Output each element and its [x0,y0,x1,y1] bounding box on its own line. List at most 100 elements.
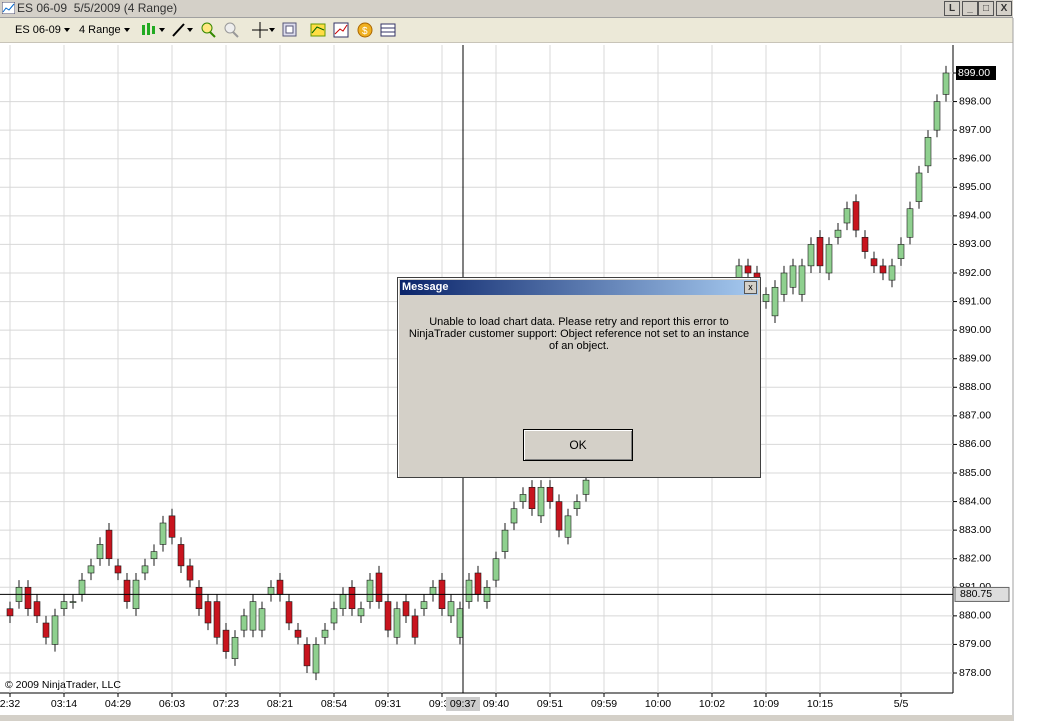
dialog-title: Message [400,280,758,295]
x-tick-label: 07:23 [213,698,239,710]
candle-body [348,586,356,610]
candle-body [78,579,86,595]
y-tick-label: 883.00 [959,524,991,536]
candle-body [375,572,383,602]
candle-body [69,601,77,603]
candle-body [573,501,581,510]
candle-body [879,265,887,274]
candle-body [222,629,230,652]
y-tick-label: 891.00 [959,295,991,307]
y-tick-label: 878.00 [959,667,991,679]
candle-body [339,594,347,610]
x-tick-label: 10:00 [645,698,671,710]
candle-body [807,244,815,267]
toolbar: ES 06-09 4 Range $ [0,18,1013,43]
candle-body [393,608,401,638]
candle-body [24,586,32,610]
svg-text:$: $ [362,26,368,37]
window-button[interactable]: X [996,1,1012,16]
window-button[interactable]: □ [978,1,994,16]
candle-body [501,529,509,552]
scrollbar [0,715,1013,721]
candle-body [231,636,239,660]
x-tick-label: 09:51 [537,698,563,710]
instrument-selector[interactable]: ES 06-09 [15,24,61,36]
candle-body [366,579,374,602]
candle-body [195,586,203,610]
candle-body [762,294,770,302]
y-tick-label: 897.00 [959,124,991,136]
candle-body [510,508,518,524]
candle-body [861,236,869,252]
candle-body [357,608,365,617]
x-tick-label: 09:40 [483,698,509,710]
candle-body [312,644,320,674]
dialog-close[interactable]: x [744,281,757,294]
window-button[interactable]: _ [962,1,978,16]
last-price-label: 899.00 [958,67,990,79]
candle-body [870,258,878,267]
candle-body [420,601,428,610]
candle-body [888,265,896,281]
y-tick-label: 894.00 [959,210,991,222]
candle-body [897,244,905,260]
toolbar-icons[interactable]: $ [140,21,400,39]
candle-body [843,208,851,224]
candle-body [150,551,158,560]
candle-body [123,579,131,602]
y-tick-label: 884.00 [959,495,991,507]
x-tick-label: 08:54 [321,698,347,710]
candle-body [294,629,302,638]
period-selector[interactable]: 4 Range [79,24,121,36]
window-button[interactable]: L [944,1,960,16]
candle-body [744,265,752,274]
candle-body [330,608,338,624]
y-tick-label: 892.00 [959,267,991,279]
x-tick-label: 10:02 [699,698,725,710]
y-tick-label: 888.00 [959,381,991,393]
y-tick-label: 893.00 [959,238,991,250]
candle-body [303,644,311,667]
candle-body [33,601,41,617]
y-tick-label: 895.00 [959,181,991,193]
candle-body [258,608,266,631]
candle-body [825,244,833,274]
candle-body [87,565,95,574]
ok-button[interactable]: OK [523,429,633,461]
candle-body [411,615,419,638]
candle-body [537,486,545,517]
x-tick-label: 5/5 [894,698,909,710]
candle-body [519,494,527,502]
candle-body [276,579,284,595]
dropdown-arrow [64,28,70,32]
candle-body [852,201,860,231]
x-tick-label: 04:29 [105,698,131,710]
y-tick-label: 882.00 [959,552,991,564]
x-tick-label: 08:21 [267,698,293,710]
candle-body [51,615,59,645]
candle-body [60,601,68,610]
candle-body [384,601,392,631]
candle-body [204,601,212,624]
copyright: © 2009 NinjaTrader, LLC [5,679,121,691]
x-tick-label: 10:15 [807,698,833,710]
candle-body [942,72,950,95]
candle-body [582,479,590,495]
candle-body [6,608,14,617]
candle-body [168,515,176,538]
candle-body [465,579,473,602]
candle-body [447,601,455,617]
window-title: ES 06-09 5/5/2009 (4 Range) [17,1,178,15]
candle-body [906,208,914,238]
candle-body [528,486,536,510]
candle-body [789,265,797,288]
candle-body [285,601,293,624]
dropdown-arrow [124,28,130,32]
candle-body [933,101,941,131]
y-tick-label: 896.00 [959,152,991,164]
x-tick-label: 06:03 [159,698,185,710]
candle-body [240,615,248,631]
candle-body [213,601,221,638]
candle-body [321,629,329,638]
